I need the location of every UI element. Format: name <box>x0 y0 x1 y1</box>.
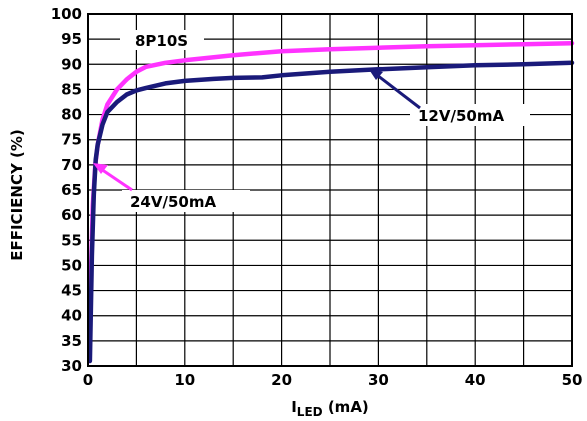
x-tick-label: 50 <box>562 371 583 389</box>
arrow-12v-head <box>368 68 383 80</box>
label-24v: 24V/50mA <box>130 193 216 211</box>
series-group <box>87 40 575 364</box>
y-tick-label: 75 <box>61 131 82 149</box>
y-tick-label: 85 <box>61 80 82 98</box>
plot-frame <box>87 13 573 367</box>
label-8p10s-bg <box>120 30 204 50</box>
arrow-24v-head <box>93 163 108 174</box>
y-tick-label: 60 <box>61 206 82 224</box>
y-tick-label: 70 <box>61 156 82 174</box>
label-24v-bg <box>122 190 250 212</box>
label-8p10s: 8P10S <box>135 32 188 50</box>
x-tick-label: 10 <box>174 371 195 389</box>
y-axis-label: EFFICIENCY (%) <box>8 129 26 261</box>
arrow-24v-line <box>97 165 133 192</box>
x-tick-label: 0 <box>83 371 93 389</box>
arrow-12v-line <box>372 70 421 110</box>
y-tick-label: 80 <box>61 106 82 124</box>
y-tick-label: 55 <box>61 231 82 249</box>
y-tick-label: 40 <box>61 307 82 325</box>
x-axis-label: ILED (mA) <box>291 398 369 419</box>
y-tick-label: 100 <box>51 5 82 23</box>
y-tick-label: 45 <box>61 282 82 300</box>
y-tick-label: 90 <box>61 55 82 73</box>
y-tick-label: 95 <box>61 30 82 48</box>
x-tick-label: 30 <box>368 371 389 389</box>
series-line <box>87 60 575 364</box>
x-tick-labels: 0 10 20 30 40 50 <box>83 371 583 389</box>
x-tick-label: 20 <box>271 371 292 389</box>
label-12v: 12V/50mA <box>418 107 504 125</box>
label-12v-bg <box>410 104 530 126</box>
y-tick-labels: 30 35 40 45 50 55 60 65 70 75 80 85 90 95 100 <box>51 5 82 375</box>
y-tick-label: 30 <box>61 357 82 375</box>
y-tick-label: 65 <box>61 181 82 199</box>
y-tick-label: 35 <box>61 332 82 350</box>
x-tick-label: 40 <box>465 371 486 389</box>
y-tick-label: 50 <box>61 256 82 274</box>
